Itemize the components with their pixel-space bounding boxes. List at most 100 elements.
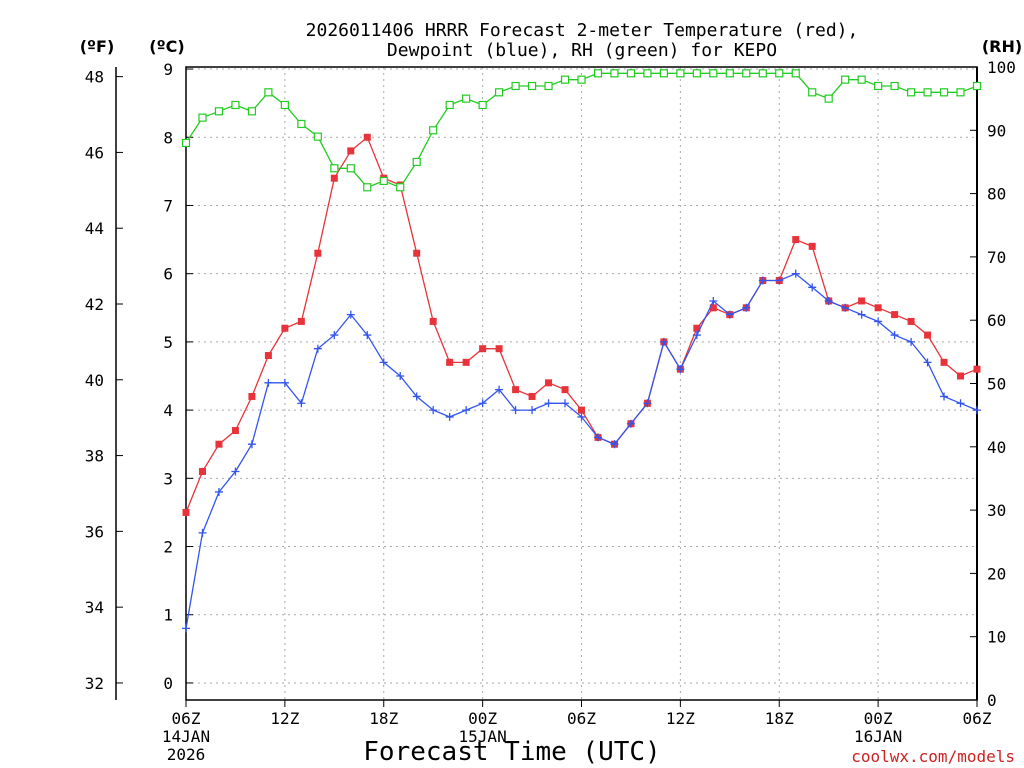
rh-point: [643, 69, 652, 78]
dewpoint-point: [214, 487, 223, 496]
dewpoint-point: [643, 399, 652, 408]
plot-frame: [185, 66, 978, 701]
rh-tick-label: 30: [987, 501, 1006, 520]
gridlines: [186, 67, 977, 700]
rh-point: [181, 138, 191, 148]
temperature-point: [281, 324, 289, 332]
rh-point: [857, 75, 866, 84]
rh-tick-label: 0: [987, 691, 997, 710]
fahrenheit-unit-label: (ºF): [80, 37, 115, 56]
dewpoint-point: [544, 399, 553, 408]
dewpoint-point: [577, 412, 586, 421]
temperature-point: [413, 249, 421, 257]
rh-point: [445, 100, 454, 110]
rh-point: [972, 81, 982, 91]
rh-tick-label: 40: [987, 438, 1006, 457]
dewpoint-point: [280, 378, 289, 387]
temperature-point: [495, 345, 503, 353]
temperature-point: [973, 365, 981, 373]
rh-point: [231, 100, 240, 110]
rh-point: [659, 69, 668, 78]
temperature-point: [264, 352, 272, 360]
celsius-tick-label: 2: [163, 538, 173, 557]
dewpoint-point: [626, 419, 635, 428]
rh-point: [956, 88, 965, 97]
celsius-tick-label: 0: [163, 674, 173, 693]
celsius-tick-label: 7: [163, 196, 173, 215]
dewpoint-point: [973, 406, 981, 415]
rh-point: [626, 69, 636, 78]
dewpoint-point: [676, 365, 685, 374]
rh-point: [692, 69, 701, 78]
dewpoint-point: [593, 433, 602, 442]
plot-series: [181, 69, 982, 633]
dewpoint-point: [429, 406, 438, 415]
rh-point: [610, 69, 619, 78]
rh-point: [824, 94, 833, 103]
rh-point: [280, 100, 289, 110]
dewpoint-point: [824, 296, 833, 305]
rh-point: [462, 94, 471, 103]
dewpoint-point: [478, 399, 487, 408]
dewpoint-point: [264, 378, 273, 387]
rh-point: [906, 88, 916, 97]
dewpoint-point: [808, 283, 817, 292]
dewpoint-point: [857, 310, 866, 319]
dewpoint-point: [956, 399, 965, 408]
celsius-tick-label: 6: [163, 265, 173, 284]
x-axis-title: Forecast Time (UTC): [363, 737, 660, 767]
dewpoint-point: [841, 303, 850, 312]
rh-point: [676, 69, 685, 78]
temperature-point: [891, 311, 899, 319]
temperature-point: [462, 358, 470, 366]
dewpoint-point: [198, 528, 207, 537]
x-tick-label: 06Z: [963, 709, 992, 728]
dewpoint-point: [791, 269, 800, 278]
rh-tick-label: 80: [987, 185, 1006, 204]
rh-point: [396, 183, 405, 192]
temperature-point: [907, 317, 915, 325]
rh-point: [247, 107, 257, 116]
rh-point: [742, 69, 751, 78]
x-date-label: 15JAN: [459, 727, 507, 746]
chart-title-line2: Dewpoint (blue), RH (green) for KEPO: [387, 40, 777, 61]
dewpoint-point: [742, 303, 751, 312]
celsius-tick-label: 4: [163, 401, 173, 420]
temperature-point: [314, 249, 322, 257]
rh-tick-label: 100: [987, 58, 1016, 77]
rh-point: [511, 81, 520, 91]
rh-unit-label: (RH): [982, 37, 1022, 56]
x-tick-label: 00Z: [864, 709, 893, 728]
celsius-tick-label: 5: [163, 333, 173, 352]
fahrenheit-tick-label: 42: [85, 295, 104, 314]
rh-point: [264, 88, 273, 97]
rh-point: [725, 69, 734, 78]
dewpoint-point: [445, 412, 454, 421]
dewpoint-point: [297, 399, 306, 408]
credit-label: coolwx.com/models: [851, 747, 1015, 766]
dewpoint-point: [775, 276, 784, 285]
dewpoint-point: [313, 344, 322, 353]
x-year-label: 2026: [167, 745, 206, 764]
rh-point: [198, 113, 207, 122]
rh-point: [890, 81, 899, 91]
rh-tick-label: 10: [987, 628, 1006, 647]
temperature-point: [808, 242, 816, 250]
rh-point: [527, 81, 537, 91]
dewpoint-point: [940, 392, 949, 401]
temperature-point: [297, 317, 305, 325]
temperature-point: [198, 467, 206, 475]
dewpoint-point: [692, 331, 701, 340]
temperature-point: [429, 317, 437, 325]
temperature-point: [924, 331, 932, 339]
x-tick-label: 00Z: [468, 709, 497, 728]
dewpoint-point: [610, 440, 619, 449]
rh-point: [313, 132, 322, 141]
temperature-point: [330, 174, 338, 182]
rh-point: [577, 75, 586, 84]
rh-point: [560, 75, 570, 84]
rh-point: [297, 119, 306, 129]
rh-point: [808, 88, 817, 97]
dewpoint-point: [890, 331, 899, 340]
